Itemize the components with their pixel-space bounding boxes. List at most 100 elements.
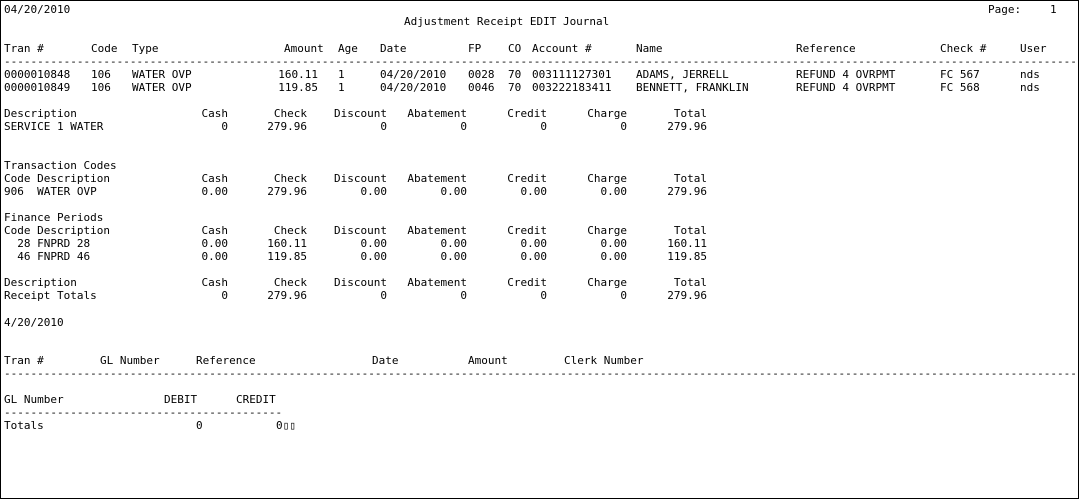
tran-type: WATER OVP (132, 68, 192, 81)
period-credit: 0.00 (520, 237, 548, 250)
col-code: Code (91, 42, 118, 55)
tran-reference: REFUND 4 OVRPMT (796, 81, 896, 94)
col-user: User (1020, 42, 1047, 55)
period-desc: 46 FNPRD 46 (4, 250, 91, 263)
tran-check: FC 568 (940, 81, 980, 94)
tran-account: 003222183411 (532, 81, 612, 94)
period-desc: 28 FNPRD 28 (4, 237, 91, 250)
col-credit: Credit (507, 107, 547, 120)
col-discount: Discount (334, 107, 387, 120)
col-charge: Charge (587, 224, 627, 237)
receipt-cash: 0 (221, 289, 228, 302)
col-credit: Credit (507, 224, 547, 237)
code-discount: 0.00 (360, 185, 388, 198)
tran-code: 106 (91, 81, 111, 94)
totals-label: Totals (4, 419, 44, 432)
receipt-desc-header: Description (4, 276, 77, 289)
col-cash: Cash (201, 224, 229, 237)
col-discount: Discount (334, 276, 387, 289)
service-check: 279.96 (267, 120, 307, 133)
col-total: Total (673, 172, 707, 185)
period-check: 160.11 (267, 237, 307, 250)
section-title: Transaction Codes (4, 159, 117, 172)
col-check-amt: Check (273, 172, 307, 185)
tran-amount: 119.85 (278, 81, 318, 94)
col-name: Name (636, 42, 663, 55)
divider-rule: ----------------------------------------… (4, 55, 1076, 68)
period-charge: 0.00 (600, 250, 628, 263)
col-co: CO (508, 42, 522, 55)
gl-summary-credit: CREDIT (236, 393, 276, 406)
gl-col-date: Date (372, 354, 399, 367)
gl-date: 4/20/2010 (4, 316, 64, 329)
receipt-totals-label: Receipt Totals (4, 289, 97, 302)
col-charge: Charge (587, 107, 627, 120)
period-cash: 0.00 (201, 237, 229, 250)
col-discount: Discount (334, 172, 387, 185)
period-total: 119.85 (667, 250, 707, 263)
col-cash: Cash (201, 107, 229, 120)
col-date: Date (380, 42, 407, 55)
code-cash: 0.00 (201, 185, 229, 198)
col-abatement: Abatement (407, 224, 467, 237)
col-type: Type (132, 42, 159, 55)
gl-summary-number: GL Number (4, 393, 64, 406)
col-charge: Charge (587, 172, 627, 185)
divider-rule: ----------------------------------------… (4, 367, 1076, 380)
gl-col-number: GL Number (100, 354, 160, 367)
receipt-total: 279.96 (667, 289, 707, 302)
col-abatement: Abatement (407, 276, 467, 289)
tran-account: 003111127301 (532, 68, 612, 81)
col-account: Account # (532, 42, 592, 55)
service-charge: 0 (620, 120, 627, 133)
gl-col-clerk: Clerk Number (564, 354, 644, 367)
tran-check: FC 567 (940, 68, 980, 81)
period-charge: 0.00 (600, 237, 628, 250)
code-charge: 0.00 (600, 185, 628, 198)
report-title: Adjustment Receipt EDIT Journal (404, 15, 610, 28)
period-discount: 0.00 (360, 250, 388, 263)
col-total: Total (673, 107, 707, 120)
tran-amount: 160.11 (278, 68, 318, 81)
page-number: 1 (1050, 3, 1057, 16)
code-total: 279.96 (667, 185, 707, 198)
col-cash: Cash (201, 172, 229, 185)
col-abatement: Abatement (407, 172, 467, 185)
receipt-charge: 0 (620, 289, 627, 302)
col-check-amt: Check (273, 107, 307, 120)
totals-credit: 0▯▯ (276, 419, 296, 432)
period-check: 119.85 (267, 250, 307, 263)
tran-co: 70 (508, 68, 522, 81)
gl-col-tran: Tran # (4, 354, 44, 367)
tran-age: 1 (338, 81, 345, 94)
col-credit: Credit (507, 172, 547, 185)
service-total: 279.96 (667, 120, 707, 133)
receipt-check: 279.96 (267, 289, 307, 302)
service-discount: 0 (380, 120, 387, 133)
tran-number: 0000010849 (4, 81, 71, 94)
tran-date: 04/20/2010 (380, 68, 447, 81)
service-desc-header: Description (4, 107, 77, 120)
col-tran: Tran # (4, 42, 44, 55)
col-cash: Cash (201, 276, 229, 289)
receipt-discount: 0 (380, 289, 387, 302)
code-abatement: 0.00 (440, 185, 468, 198)
tran-co: 70 (508, 81, 522, 94)
tran-user: nds (1020, 81, 1040, 94)
service-abatement: 0 (460, 120, 467, 133)
code-desc: 906 WATER OVP (4, 185, 97, 198)
col-credit: Credit (507, 276, 547, 289)
period-discount: 0.00 (360, 237, 388, 250)
service-credit: 0 (540, 120, 547, 133)
report-date: 04/20/2010 (4, 3, 71, 16)
page-label: Page: (988, 3, 1022, 16)
col-check-amt: Check (273, 224, 307, 237)
tran-name: BENNETT, FRANKLIN (636, 81, 749, 94)
col-total: Total (673, 224, 707, 237)
period-abatement: 0.00 (440, 237, 468, 250)
gl-col-reference: Reference (196, 354, 256, 367)
gl-summary-debit: DEBIT (164, 393, 198, 406)
tran-date: 04/20/2010 (380, 81, 447, 94)
tran-type: WATER OVP (132, 81, 192, 94)
